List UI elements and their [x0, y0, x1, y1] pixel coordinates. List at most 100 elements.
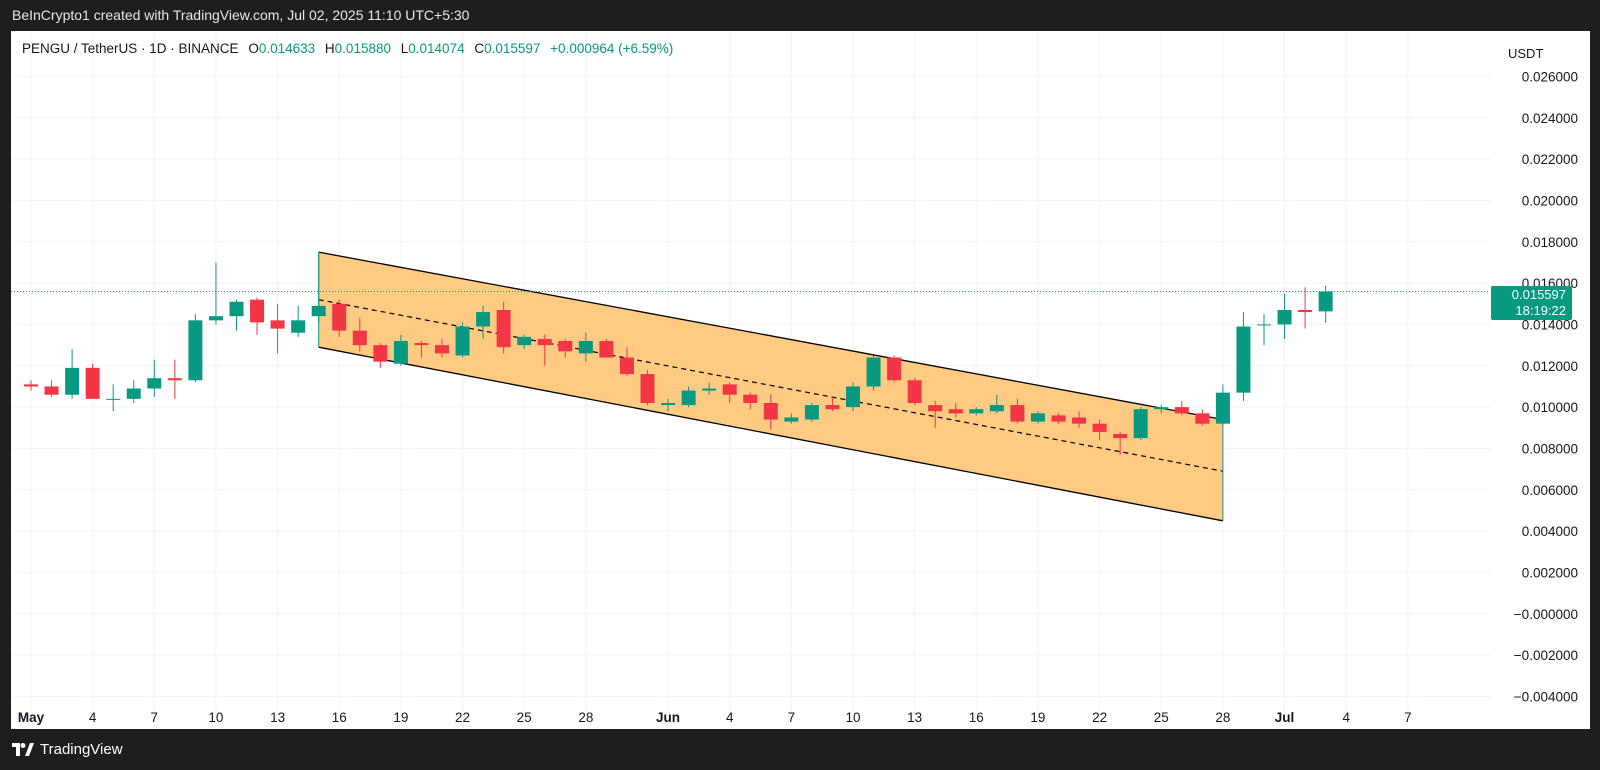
candle-body	[989, 405, 1004, 412]
candle-body	[1154, 407, 1169, 410]
channel-upper-line	[318, 251, 1224, 421]
candle	[1195, 409, 1210, 426]
price-tick-label: 0.014000	[1522, 317, 1578, 332]
channel-fill	[318, 252, 1223, 521]
time-tick-label: May	[18, 710, 45, 725]
candle	[1318, 285, 1333, 323]
candle	[722, 382, 737, 403]
close-label: C	[474, 41, 485, 56]
candle-body	[1092, 423, 1107, 432]
candle-body	[270, 320, 285, 329]
candle	[208, 262, 223, 325]
candle-body	[825, 405, 840, 410]
price-tick-label: 0.006000	[1522, 483, 1578, 498]
candle	[373, 343, 388, 368]
candle-body	[188, 320, 203, 381]
attribution-text: BeInCrypto1 created with TradingView.com…	[12, 7, 470, 23]
time-tick-label: 19	[1030, 710, 1045, 725]
candle-body	[784, 417, 799, 422]
candle	[1257, 314, 1271, 346]
candle	[846, 382, 860, 412]
open-value: 0.014633	[258, 41, 316, 56]
symbol-name[interactable]: PENGU / TetherUS · 1D · BINANCE	[22, 41, 239, 56]
time-tick-label: 4	[726, 710, 734, 725]
candle	[496, 301, 511, 354]
candle-body	[291, 320, 306, 333]
candle	[44, 380, 59, 397]
candle-body	[1174, 407, 1189, 414]
price-tick-label: 0.026000	[1522, 69, 1578, 84]
candle	[1174, 400, 1189, 416]
descending-channel	[11, 251, 1490, 522]
candle-body	[702, 388, 717, 391]
last-price-tag: 0.015597 18:19:22	[1491, 286, 1572, 320]
candle	[1277, 293, 1292, 339]
candle-body	[476, 312, 491, 327]
time-tick-label: 10	[208, 710, 223, 725]
attribution-bar: BeInCrypto1 created with TradingView.com…	[0, 0, 1600, 31]
price-tick-label: 0.002000	[1522, 565, 1578, 580]
time-tick-label: 16	[969, 710, 984, 725]
candle-body	[599, 341, 614, 358]
candle	[804, 403, 819, 422]
candle	[558, 338, 573, 358]
candle-body	[661, 403, 676, 406]
tradingview-logo[interactable]: TradingView	[12, 729, 123, 770]
candle	[989, 394, 1004, 414]
candle	[352, 318, 367, 352]
candle	[907, 378, 922, 406]
candle-body	[969, 409, 984, 414]
candle-body	[1277, 310, 1292, 325]
candle-body	[1318, 291, 1333, 312]
time-tick-label: 19	[393, 710, 408, 725]
candle-body	[722, 384, 737, 395]
candle	[24, 380, 38, 391]
currency-button[interactable]: USDT	[1498, 41, 1582, 67]
candle-body	[373, 345, 388, 362]
candle-body	[126, 388, 141, 399]
low-value: 0.014074	[408, 41, 465, 56]
candle	[578, 332, 593, 362]
candle-body	[1072, 417, 1087, 424]
candle-body	[85, 367, 100, 399]
candle-body	[311, 305, 326, 317]
time-tick-label: 7	[788, 710, 796, 725]
candle	[517, 334, 532, 350]
candle-body	[393, 341, 408, 364]
candle-body	[640, 374, 655, 403]
candle-body	[1257, 324, 1271, 326]
price-tick-label: 0.024000	[1522, 111, 1578, 126]
time-tick-label: 13	[907, 710, 922, 725]
candle-body	[681, 390, 696, 406]
candle	[106, 384, 121, 412]
time-tick-label: 13	[270, 710, 285, 725]
candle	[1010, 398, 1025, 424]
candle-body	[106, 398, 121, 400]
candle	[1072, 411, 1087, 428]
candle-body	[435, 345, 449, 354]
candle-body	[928, 405, 943, 412]
time-tick-label: 28	[1215, 710, 1230, 725]
candle-body	[455, 326, 470, 356]
price-tick-label: −0.000000	[1514, 607, 1578, 622]
candle	[743, 392, 758, 410]
candle	[1298, 287, 1313, 329]
high-label: H	[324, 41, 335, 56]
candle-body	[743, 394, 758, 403]
price-tick-label: 0.018000	[1522, 235, 1578, 250]
candle-body	[352, 330, 367, 346]
bar-countdown: 18:19:22	[1515, 303, 1566, 318]
candle-body	[414, 343, 429, 346]
time-tick-label: 7	[1404, 710, 1412, 725]
price-tick-label: 0.012000	[1522, 359, 1578, 374]
candle-body	[558, 341, 573, 352]
candle-body	[804, 405, 819, 420]
time-tick-label: 16	[332, 710, 347, 725]
candle	[1133, 407, 1148, 441]
candle-body	[250, 299, 265, 323]
candle-body	[619, 357, 634, 375]
candle	[250, 297, 265, 335]
candle-body	[578, 341, 593, 354]
candle	[763, 394, 778, 430]
